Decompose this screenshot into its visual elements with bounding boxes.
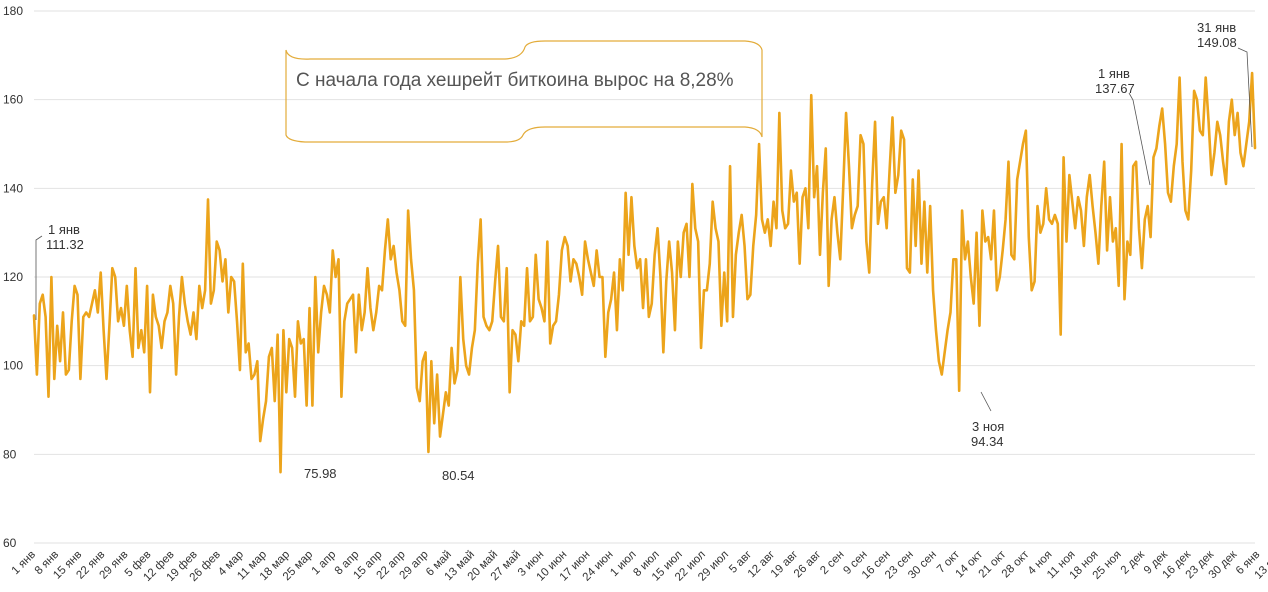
y-tick-label: 180 xyxy=(3,4,23,18)
series-line-hashrate xyxy=(32,71,1257,474)
annotation-jan1-next: 1 янв 137.67 xyxy=(1095,66,1151,186)
annotation-first-label: 1 янв xyxy=(48,222,80,237)
leader-line-min-nov xyxy=(980,391,992,412)
y-tick-label: 120 xyxy=(3,270,23,284)
leader-line-last xyxy=(1237,47,1253,148)
grid-layer xyxy=(34,10,1255,544)
leader-line-first xyxy=(35,235,43,320)
annotation-first: 1 янв 111.32 xyxy=(35,222,84,320)
annotation-min-may-value: 80.54 xyxy=(442,468,475,483)
leader-line-jan1-next xyxy=(1128,92,1151,186)
x-tick-label: 1 янв xyxy=(10,549,38,577)
annotation-min-mar: 75.98 xyxy=(304,466,337,481)
y-tick-label: 140 xyxy=(3,181,23,195)
annotation-min-mar-value: 75.98 xyxy=(304,466,337,481)
x-tick-label: 2 сен xyxy=(818,549,846,577)
annotation-jan1-next-label: 1 янв xyxy=(1098,66,1130,81)
annotation-min-may: 80.54 xyxy=(442,468,475,483)
y-tick-label: 100 xyxy=(3,359,23,373)
annotation-last-label: 31 янв xyxy=(1197,20,1236,35)
x-tick-label: 28 окт xyxy=(1000,548,1032,580)
callout-box: С начала года хешрейт биткоина вырос на … xyxy=(285,40,763,143)
annotation-first-value: 111.32 xyxy=(46,237,84,252)
x-tick-label: 2 дек xyxy=(1119,548,1148,577)
series-layer xyxy=(32,71,1257,474)
annotation-min-nov-value: 94.34 xyxy=(971,434,1004,449)
callout-bracket xyxy=(285,40,763,143)
annotation-last-value: 149.08 xyxy=(1197,35,1237,50)
annotation-jan1-next-value: 137.67 xyxy=(1095,81,1135,96)
annotation-last: 31 янв 149.08 xyxy=(1197,20,1253,148)
x-tick-label: 1 апр xyxy=(310,549,339,578)
annotation-min-nov-label: 3 ноя xyxy=(972,419,1004,434)
y-tick-label: 80 xyxy=(3,447,17,461)
annotation-min-nov: 3 ноя 94.34 xyxy=(971,391,1004,449)
y-axis-ticks: 60 80 100 120 140 160 180 xyxy=(3,4,23,550)
y-tick-label: 60 xyxy=(3,536,17,550)
callout-text: С начала года хешрейт биткоина вырос на … xyxy=(296,70,734,91)
y-tick-label: 160 xyxy=(3,93,23,107)
